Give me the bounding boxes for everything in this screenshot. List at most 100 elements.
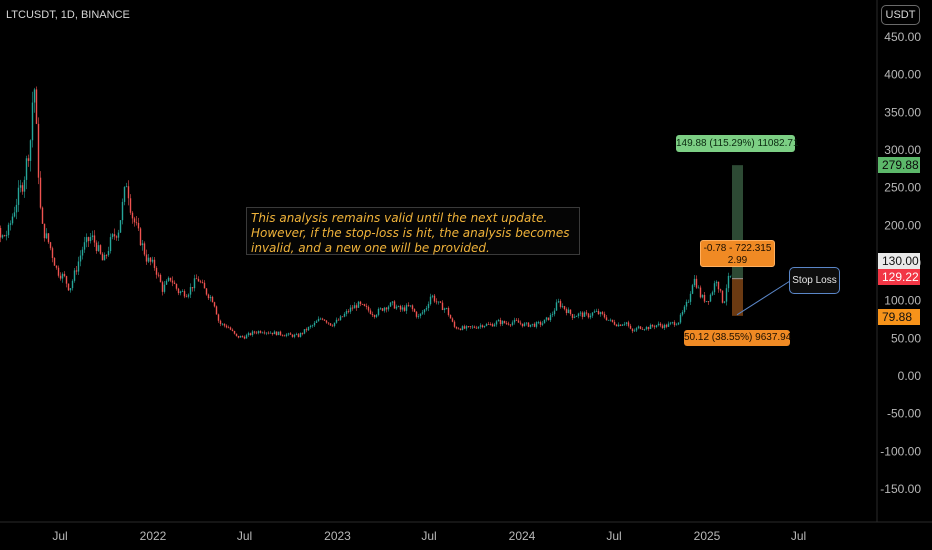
stop-loss-callout[interactable]: Stop Loss xyxy=(789,267,840,294)
y-axis[interactable]: 450.00400.00350.00300.00250.00200.00150.… xyxy=(880,30,921,496)
candle-body xyxy=(631,328,634,332)
candle-body xyxy=(643,329,646,331)
candle-body xyxy=(713,283,716,293)
candle-body xyxy=(471,326,474,328)
candle-body xyxy=(177,288,180,294)
candle-body xyxy=(343,313,346,317)
candle-body xyxy=(53,257,56,266)
candle-body xyxy=(181,291,184,292)
candle-body xyxy=(637,326,640,329)
candle-body xyxy=(379,308,382,310)
note-line: This analysis remains valid until the ne… xyxy=(251,211,548,225)
currency-selector[interactable]: USDT xyxy=(881,5,920,25)
x-tick-label: 2022 xyxy=(140,529,167,543)
candle-body xyxy=(15,204,18,213)
candle-body xyxy=(585,312,588,314)
x-tick-label: 2023 xyxy=(324,529,351,543)
candle-body xyxy=(479,325,482,327)
candle-body xyxy=(419,313,422,316)
candle-body xyxy=(623,323,626,325)
candle-body xyxy=(303,329,306,334)
candle-body xyxy=(345,311,348,314)
candle-body xyxy=(339,316,342,321)
candle-body xyxy=(219,320,222,324)
candle-body xyxy=(469,326,472,328)
candle-body xyxy=(669,322,672,324)
candle-body xyxy=(387,306,390,310)
symbol-title: LTCUSDT, 1D, BINANCE xyxy=(6,9,130,21)
candle-body xyxy=(377,308,380,315)
candle-body xyxy=(653,326,656,328)
x-tick-label: 2025 xyxy=(694,529,721,543)
candle-body xyxy=(223,323,226,326)
candle-body xyxy=(589,315,592,318)
candle-body xyxy=(295,334,298,336)
candle-body xyxy=(227,327,230,329)
y-tick-label: -150.00 xyxy=(880,482,921,496)
candle-body xyxy=(527,322,530,327)
candle-body xyxy=(491,324,494,327)
candle-body xyxy=(495,321,498,325)
candle-body xyxy=(619,324,622,326)
candle-body xyxy=(129,198,132,213)
candle-body xyxy=(173,282,176,284)
candle-body xyxy=(655,325,658,328)
candle-body xyxy=(561,306,564,307)
candle-body xyxy=(639,326,642,330)
candle-body xyxy=(525,322,528,324)
candle-body xyxy=(261,332,264,334)
candle-body xyxy=(559,301,562,307)
candle-body xyxy=(691,285,694,294)
candle-body xyxy=(21,185,24,192)
candle-body xyxy=(541,323,544,325)
candle-body xyxy=(27,158,30,161)
candle-body xyxy=(105,255,108,256)
position-tool[interactable] xyxy=(732,165,791,316)
candle-body xyxy=(81,249,84,256)
candle-body xyxy=(729,275,732,277)
candle-body xyxy=(727,275,730,289)
candle-body xyxy=(171,280,174,283)
candle-body xyxy=(17,187,20,205)
candle-body xyxy=(349,307,352,312)
candle-body xyxy=(535,322,538,327)
candle-body xyxy=(425,308,428,310)
candle-body xyxy=(625,322,628,324)
candle-body xyxy=(681,312,684,315)
candle-body xyxy=(43,223,46,239)
candle-body xyxy=(203,282,206,289)
candle-body xyxy=(9,223,12,225)
candle-body xyxy=(661,325,664,328)
candle-body xyxy=(175,283,178,289)
candle-body xyxy=(255,332,258,334)
candle-body xyxy=(505,323,508,324)
candle-body xyxy=(179,291,182,294)
x-axis[interactable]: Jul 2022 Jul 2023 Jul 2024 Jul 2025 Jul xyxy=(52,529,806,543)
candle-body xyxy=(393,301,396,309)
candle-body xyxy=(711,292,714,295)
candle-body xyxy=(135,222,138,224)
candle-body xyxy=(107,251,110,256)
candle-body xyxy=(687,301,690,303)
candle-body xyxy=(463,326,466,329)
y-tick-label: 450.00 xyxy=(884,30,921,44)
target-label: 149.88 (115.29%) 11082.71 xyxy=(676,135,799,152)
candle-body xyxy=(673,322,676,326)
candle-body xyxy=(329,323,332,326)
candle-body xyxy=(163,284,166,292)
candle-body xyxy=(73,270,76,281)
candle-body xyxy=(359,301,362,305)
candle-body xyxy=(31,102,34,141)
candle-body xyxy=(415,311,418,317)
candle-body xyxy=(245,335,248,339)
candle-body xyxy=(531,323,534,325)
candle-body xyxy=(91,235,94,238)
candle-body xyxy=(263,332,266,334)
candle-body xyxy=(667,323,670,327)
candle-body xyxy=(165,280,168,285)
candle-body xyxy=(481,325,484,328)
candle-body xyxy=(689,293,692,302)
candle-body xyxy=(451,318,454,322)
analysis-note[interactable]: This analysis remains valid until the ne… xyxy=(246,207,580,255)
